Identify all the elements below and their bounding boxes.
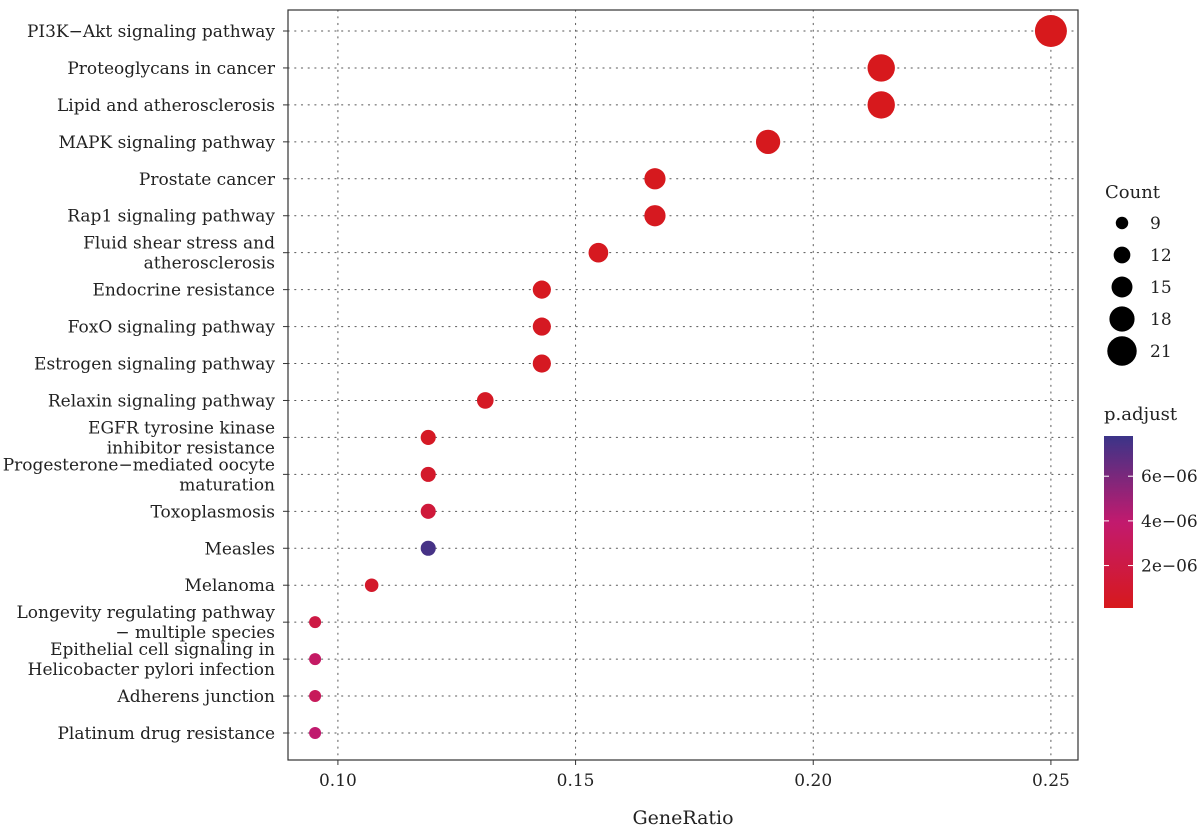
y-tick-label-line: PI3K−Akt signaling pathway bbox=[27, 22, 275, 42]
y-tick-label: Measles bbox=[204, 539, 275, 559]
data-point bbox=[867, 91, 895, 119]
count-legend-label: 21 bbox=[1150, 342, 1172, 362]
x-tick-label: 0.10 bbox=[319, 771, 357, 791]
data-points bbox=[309, 15, 1067, 739]
y-tick-label-line: Platinum drug resistance bbox=[57, 724, 275, 744]
count-legend-title: Count bbox=[1105, 182, 1161, 203]
y-tick-label-line: Helicobacter pylori infection bbox=[28, 660, 275, 680]
y-tick-label-line: Rap1 signaling pathway bbox=[67, 207, 275, 227]
data-point bbox=[532, 317, 551, 336]
count-legend-label: 12 bbox=[1150, 246, 1172, 266]
count-legend-key bbox=[1107, 336, 1137, 366]
y-tick-label-line: Adherens junction bbox=[116, 687, 275, 707]
y-tick-label: Prostate cancer bbox=[139, 170, 276, 190]
colorbar-tick-label: 6e−06 bbox=[1141, 467, 1198, 487]
grid-lines bbox=[287, 9, 1079, 761]
data-point bbox=[420, 540, 436, 556]
plot-panel-border bbox=[287, 9, 1079, 761]
y-tick-label: MAPK signaling pathway bbox=[58, 133, 275, 153]
colorbar-tick-label: 2e−06 bbox=[1141, 557, 1198, 577]
y-tick-label-line: Relaxin signaling pathway bbox=[48, 391, 276, 411]
data-point bbox=[364, 578, 379, 592]
data-point bbox=[755, 129, 781, 154]
y-tick-label: Proteoglycans in cancer bbox=[67, 59, 276, 79]
count-legend-key bbox=[1109, 306, 1135, 332]
count-legend-label: 18 bbox=[1150, 310, 1172, 330]
y-tick-label-line: Proteoglycans in cancer bbox=[67, 59, 276, 79]
y-tick-label-line: FoxO signaling pathway bbox=[68, 318, 276, 338]
y-tick-label-line: Endocrine resistance bbox=[92, 281, 275, 301]
data-point bbox=[867, 54, 895, 82]
data-point bbox=[644, 205, 666, 227]
y-tick-label: Rap1 signaling pathway bbox=[67, 207, 275, 227]
x-axis-title: GeneRatio bbox=[632, 807, 733, 829]
y-tick-label: Platinum drug resistance bbox=[57, 724, 275, 744]
count-legend-key bbox=[1115, 216, 1129, 230]
p-adjust-color-legend: p.adjust 2e−06 4e−06 6e−06 bbox=[1104, 404, 1198, 608]
y-tick-label: Endocrine resistance bbox=[92, 281, 275, 301]
p-adjust-colorbar bbox=[1104, 436, 1133, 608]
y-axis-term-labels: PI3K−Akt signaling pathway Proteoglycans … bbox=[3, 22, 288, 744]
x-axis: 0.10 0.15 0.20 0.25 bbox=[319, 760, 1070, 791]
y-tick-label-line: Epithelial cell signaling in bbox=[50, 640, 275, 660]
y-tick-label: Toxoplasmosis bbox=[151, 502, 276, 522]
p-adjust-legend-title: p.adjust bbox=[1104, 404, 1178, 425]
x-tick-label: 0.20 bbox=[794, 771, 832, 791]
y-tick-label-line: Lipid and atherosclerosis bbox=[57, 96, 275, 116]
data-point bbox=[420, 429, 436, 445]
y-tick-label: Estrogen signaling pathway bbox=[34, 355, 275, 375]
y-tick-label: Epithelial cell signaling in Helicobacter… bbox=[28, 640, 275, 680]
data-point bbox=[532, 280, 551, 299]
data-point bbox=[309, 653, 322, 666]
data-point bbox=[309, 616, 322, 629]
y-tick-label-line: Toxoplasmosis bbox=[151, 502, 276, 522]
y-tick-label-line: Melanoma bbox=[185, 576, 275, 596]
y-tick-label-line: Fluid shear stress and bbox=[83, 234, 275, 254]
data-point bbox=[476, 392, 494, 409]
y-tick-label: Progesterone−mediated oocyte maturation bbox=[3, 455, 275, 495]
data-point bbox=[420, 503, 436, 519]
y-tick-label: Melanoma bbox=[185, 576, 275, 596]
y-tick-label: Longevity regulating pathway − multiple s… bbox=[17, 603, 276, 643]
y-tick-label-line: Prostate cancer bbox=[139, 170, 276, 190]
data-point bbox=[309, 727, 322, 739]
count-legend-key bbox=[1113, 246, 1131, 264]
y-tick-label: FoxO signaling pathway bbox=[68, 318, 276, 338]
y-tick-label-line: − multiple species bbox=[115, 623, 275, 643]
colorbar-tick-label: 4e−06 bbox=[1141, 512, 1198, 532]
x-tick-label: 0.15 bbox=[557, 771, 595, 791]
count-legend-key bbox=[1111, 276, 1133, 298]
y-tick-label-line: Progesterone−mediated oocyte bbox=[3, 455, 275, 475]
data-point bbox=[644, 168, 666, 190]
data-point bbox=[588, 242, 609, 263]
count-legend-label: 15 bbox=[1150, 278, 1172, 298]
y-tick-label-line: maturation bbox=[179, 475, 275, 495]
y-tick-label: PI3K−Akt signaling pathway bbox=[27, 22, 275, 42]
y-tick-label-line: Estrogen signaling pathway bbox=[34, 355, 275, 375]
data-point bbox=[532, 354, 551, 373]
y-tick-label-line: EGFR tyrosine kinase bbox=[88, 418, 275, 438]
y-tick-label: Adherens junction bbox=[116, 687, 275, 707]
y-tick-label-line: inhibitor resistance bbox=[107, 438, 275, 458]
y-tick-label: Relaxin signaling pathway bbox=[48, 391, 276, 411]
y-tick-label-line: Longevity regulating pathway bbox=[17, 603, 276, 623]
count-size-legend: Count 9 12 15 18 21 bbox=[1105, 182, 1172, 366]
y-tick-label: Lipid and atherosclerosis bbox=[57, 96, 275, 116]
y-tick-label: Fluid shear stress and atherosclerosis bbox=[83, 234, 275, 274]
data-point bbox=[1034, 15, 1067, 47]
data-point bbox=[420, 466, 436, 482]
x-tick-label: 0.25 bbox=[1032, 771, 1070, 791]
y-tick-label-line: atherosclerosis bbox=[144, 254, 275, 274]
data-point bbox=[309, 690, 322, 703]
y-tick-label-line: Measles bbox=[204, 539, 275, 559]
count-legend-label: 9 bbox=[1150, 214, 1161, 234]
y-tick-label-line: MAPK signaling pathway bbox=[58, 133, 275, 153]
y-tick-label: EGFR tyrosine kinase inhibitor resistance bbox=[88, 418, 275, 458]
